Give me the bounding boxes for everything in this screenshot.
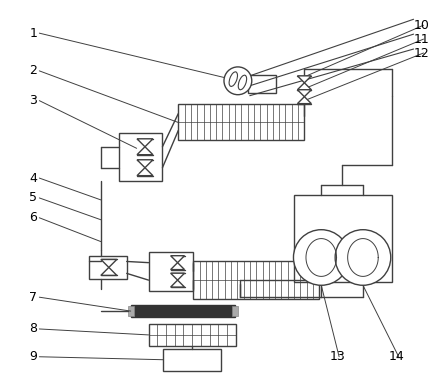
Circle shape <box>293 230 349 285</box>
Circle shape <box>335 230 391 285</box>
Text: 11: 11 <box>414 32 429 46</box>
Polygon shape <box>297 90 311 97</box>
Polygon shape <box>101 267 117 275</box>
Text: 8: 8 <box>29 322 37 336</box>
Text: 9: 9 <box>29 350 37 363</box>
Polygon shape <box>137 139 153 147</box>
Bar <box>148 251 193 291</box>
Bar <box>232 306 238 316</box>
Polygon shape <box>171 280 185 287</box>
Ellipse shape <box>229 72 237 86</box>
Polygon shape <box>137 168 153 176</box>
Bar <box>163 349 221 371</box>
Bar <box>295 195 392 282</box>
Polygon shape <box>171 263 185 270</box>
Polygon shape <box>171 273 185 280</box>
Text: 14: 14 <box>389 350 404 363</box>
Text: 4: 4 <box>29 172 37 185</box>
Text: 6: 6 <box>29 211 37 224</box>
Bar <box>248 75 276 93</box>
Text: 13: 13 <box>329 350 345 363</box>
Polygon shape <box>297 97 311 104</box>
Polygon shape <box>297 83 311 90</box>
Bar <box>119 133 163 181</box>
Bar <box>179 104 304 140</box>
Text: 12: 12 <box>414 46 429 60</box>
Polygon shape <box>137 160 153 168</box>
Polygon shape <box>171 256 185 263</box>
Circle shape <box>224 67 252 95</box>
Bar <box>131 305 235 317</box>
Text: 2: 2 <box>29 64 37 77</box>
Text: 1: 1 <box>29 27 37 40</box>
Text: 5: 5 <box>29 192 37 204</box>
Text: 3: 3 <box>29 94 37 107</box>
Polygon shape <box>297 76 311 83</box>
Bar <box>193 262 319 299</box>
Ellipse shape <box>238 75 247 90</box>
Bar <box>89 256 127 279</box>
Text: 10: 10 <box>414 19 429 32</box>
Polygon shape <box>101 259 117 267</box>
Polygon shape <box>137 147 153 155</box>
Text: 7: 7 <box>29 291 37 304</box>
Bar <box>128 306 134 316</box>
Bar <box>148 324 236 346</box>
